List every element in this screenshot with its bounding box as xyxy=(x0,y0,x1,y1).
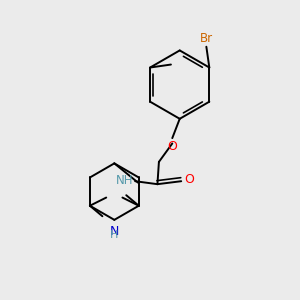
Text: N: N xyxy=(110,225,119,238)
Text: NH: NH xyxy=(116,174,134,187)
Text: H: H xyxy=(110,230,118,240)
Text: O: O xyxy=(184,173,194,186)
Text: O: O xyxy=(167,140,177,153)
Text: Br: Br xyxy=(200,32,213,45)
